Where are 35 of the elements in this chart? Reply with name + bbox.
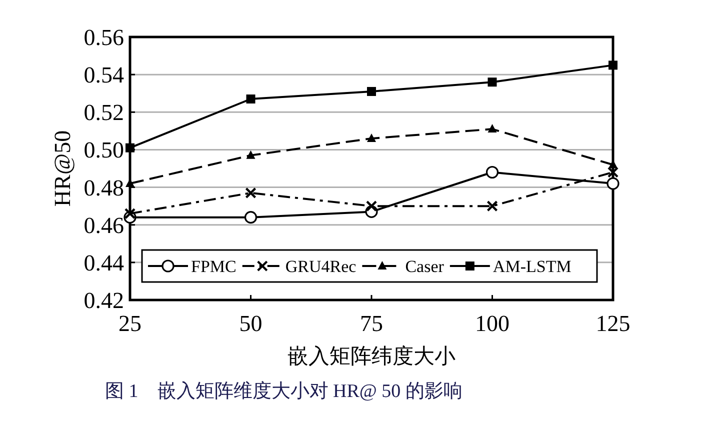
- y-tick-label: 0.50: [84, 138, 124, 163]
- x-axis-title: 嵌入矩阵纬度大小: [288, 344, 456, 368]
- point: [367, 86, 376, 96]
- point: [246, 150, 256, 159]
- x-tick-label: 75: [360, 311, 383, 336]
- y-tick-label: 0.48: [84, 175, 124, 200]
- point: [607, 166, 619, 178]
- legend-label: GRU4Rec: [285, 257, 357, 276]
- point: [608, 60, 618, 70]
- y-tick-label: 0.42: [84, 288, 124, 313]
- y-tick-label: 0.54: [84, 62, 124, 88]
- y-tick-label: 0.44: [84, 250, 124, 276]
- point: [244, 211, 258, 224]
- x-tick-label: 50: [239, 311, 262, 336]
- legend-label: Caser: [405, 257, 444, 276]
- y-tick-label: 0.52: [84, 100, 124, 126]
- point: [488, 78, 497, 87]
- y-tick-label: 0.46: [84, 212, 124, 238]
- caption: 图 1 嵌入矩阵维度大小对 HR@ 50 的影响: [105, 380, 462, 402]
- point: [367, 133, 376, 142]
- x-tick-label: 100: [475, 311, 510, 336]
- y-tick-label: 0.56: [84, 25, 124, 50]
- point: [124, 208, 136, 220]
- point: [486, 200, 498, 212]
- point: [366, 200, 378, 212]
- legend-label: AM-LSTM: [492, 257, 572, 276]
- point: [486, 166, 499, 179]
- x-tick-label: 125: [596, 311, 630, 336]
- point: [246, 94, 256, 104]
- legend-label: FPMC: [191, 257, 236, 276]
- point: [606, 177, 620, 190]
- y-axis-title: HR@50: [50, 130, 75, 207]
- point: [245, 187, 256, 199]
- point: [488, 124, 497, 133]
- x-tick-label: 25: [118, 311, 142, 336]
